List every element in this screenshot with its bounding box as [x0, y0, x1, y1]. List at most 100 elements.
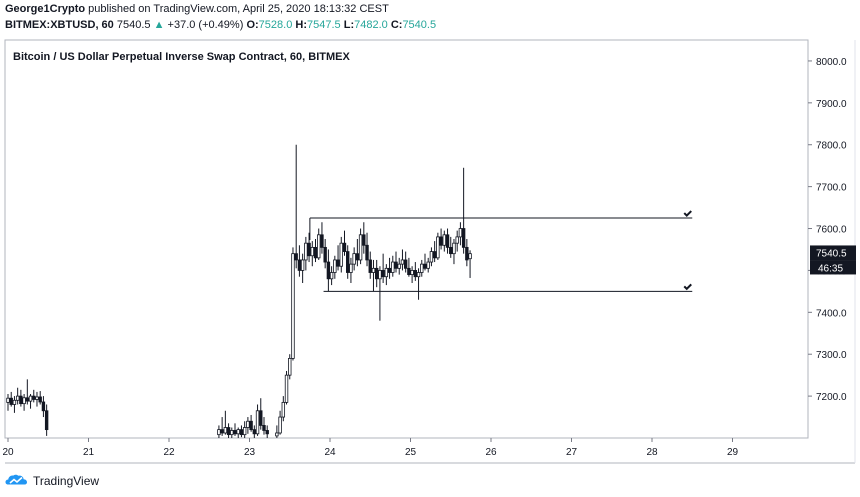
time-tick-label: 24	[324, 447, 336, 458]
time-tick-label: 28	[646, 447, 658, 458]
candle-body	[387, 267, 392, 273]
candle-body	[326, 261, 331, 280]
candle-body	[465, 246, 469, 261]
candle-body	[233, 430, 237, 435]
publish-text: published on TradingView.com, April 25, …	[88, 3, 389, 15]
price-labels-layer: 7540.5 46:35	[810, 245, 856, 275]
candles-layer	[6, 144, 472, 438]
candle-body	[455, 236, 459, 244]
range-bottom-check-icon	[683, 283, 692, 291]
candle-body	[44, 410, 49, 431]
time-tick-label: 27	[566, 447, 578, 458]
candle-body	[255, 410, 260, 435]
candle-body	[458, 228, 463, 238]
publish-info: George1Crypto published on TradingView.c…	[5, 3, 389, 15]
candle-body	[19, 395, 23, 405]
high-value: 7547.5	[307, 19, 341, 31]
price-axis[interactable]: 7200.07300.07400.07500.07600.07700.07800…	[808, 57, 847, 403]
candle-body	[349, 263, 353, 273]
price-chart[interactable]: Bitcoin / US Dollar Perpetual Inverse Sw…	[0, 0, 860, 470]
candle-body	[423, 263, 427, 269]
candle-body	[242, 427, 247, 436]
candle-body	[342, 242, 347, 252]
candle-body	[304, 242, 308, 261]
candle-body	[461, 228, 466, 248]
candle-body	[246, 420, 250, 428]
open-value: 7528.0	[258, 19, 293, 31]
symbol-label: BITMEX:XBTUSD, 60	[5, 19, 114, 31]
candle-body	[25, 397, 30, 402]
candle-body	[275, 432, 279, 437]
candle-body	[368, 259, 372, 273]
candle-body	[407, 267, 411, 276]
candle-body	[313, 246, 318, 259]
candle-body	[429, 251, 434, 263]
time-axis[interactable]: 20 21 22 23 24 25 26 27 28 29	[2, 438, 738, 458]
high-label: H:	[295, 19, 307, 31]
candle-body	[249, 420, 253, 431]
candle-body	[22, 397, 26, 405]
candle-body	[362, 234, 366, 246]
candle-body	[452, 242, 456, 255]
candle-body	[291, 253, 295, 359]
price-tick-label: 7700.0	[816, 183, 847, 194]
candle-body	[410, 270, 414, 276]
candle-body	[384, 267, 389, 278]
time-tick-label: 20	[2, 447, 14, 458]
close-value: 7540.5	[402, 19, 437, 31]
price-tick-label: 7200.0	[816, 392, 847, 403]
price-tick-label: 8000.0	[816, 57, 847, 68]
candle-body	[445, 234, 450, 248]
tradingview-logo-icon[interactable]	[5, 474, 29, 488]
candle-body	[397, 263, 401, 269]
price-tick-label: 7900.0	[816, 99, 847, 110]
range-top-check-icon	[683, 210, 692, 217]
countdown-label: 46:35	[818, 263, 843, 274]
candle-body	[15, 395, 20, 401]
low-label: L:	[343, 19, 355, 31]
candle-body	[9, 397, 13, 405]
candle-body	[432, 251, 437, 259]
candle-body	[413, 270, 418, 278]
candle-body	[35, 396, 39, 400]
candle-body	[310, 246, 314, 257]
candle-body	[32, 395, 36, 400]
change-up-icon: ▲	[153, 19, 165, 31]
countdown-badge	[810, 260, 856, 275]
candle-body	[436, 236, 440, 259]
candle-body	[230, 430, 234, 436]
open-label: O:	[246, 19, 259, 31]
candle-body	[336, 259, 340, 267]
plot-border	[4, 39, 809, 439]
candle-body	[6, 397, 10, 403]
candle-body	[378, 270, 382, 280]
candle-body	[333, 259, 337, 273]
candle-body	[416, 272, 421, 278]
candle-body	[220, 429, 224, 434]
candle-body	[12, 399, 17, 405]
author-name[interactable]: George1Crypto	[5, 3, 86, 15]
candle-body	[41, 401, 46, 412]
candle-body	[288, 357, 292, 376]
candle-body	[442, 234, 447, 246]
last-price-badge	[810, 245, 856, 261]
candle-body	[239, 429, 244, 436]
candle-body	[28, 395, 33, 402]
candle-body	[355, 253, 360, 261]
time-tick-label: 21	[83, 447, 95, 458]
last-price-label: 7540.5	[816, 248, 847, 259]
candle-body	[358, 234, 363, 261]
candle-body	[394, 261, 398, 269]
candle-body	[297, 259, 302, 271]
time-tick-label: 26	[485, 447, 497, 458]
candle-body	[294, 253, 298, 261]
candle-body	[403, 259, 408, 269]
price-tick-label: 7300.0	[816, 350, 847, 361]
candle-body	[236, 429, 240, 435]
last-price: 7540.5	[116, 19, 151, 31]
time-tick-label: 25	[405, 447, 417, 458]
candle-body	[307, 242, 311, 257]
candle-body	[374, 267, 379, 280]
candle-body	[320, 234, 324, 248]
footer: TradingView	[5, 472, 99, 490]
